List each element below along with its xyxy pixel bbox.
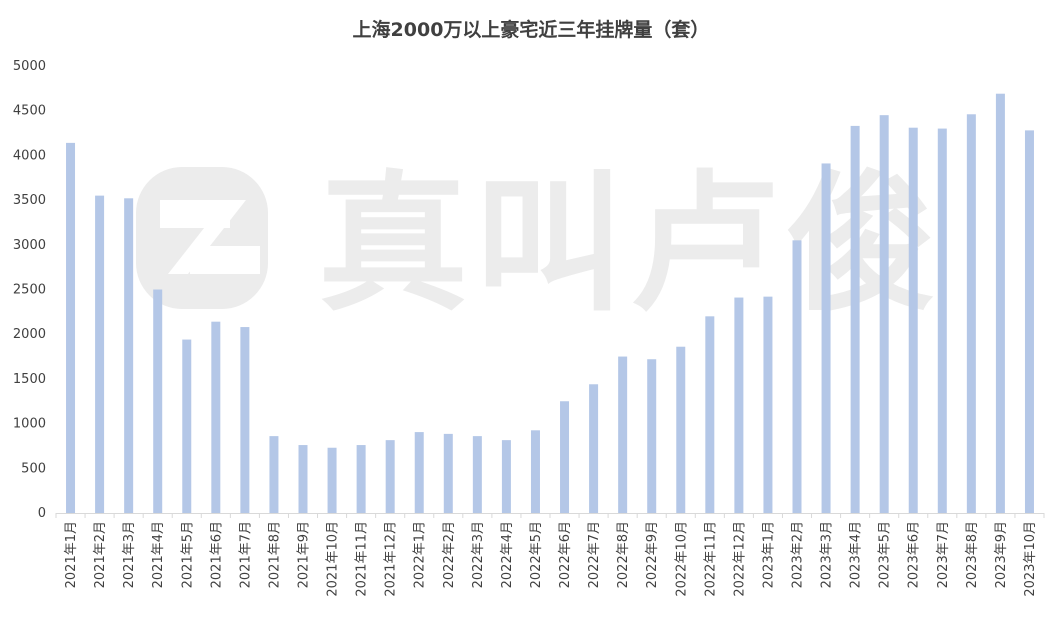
x-tick-label: 2022年11月: [703, 521, 718, 597]
x-tick-label: 2021年7月: [238, 521, 253, 588]
bar: [676, 346, 686, 513]
bar: [821, 163, 831, 513]
watermark: 真叫卢俊: [136, 158, 942, 332]
bar: [995, 93, 1005, 514]
y-tick-label: 1000: [13, 417, 46, 432]
bar: [443, 433, 453, 513]
x-tick-label: 2021年5月: [180, 521, 195, 588]
x-tick-label: 2022年9月: [645, 521, 660, 588]
x-tick-label: 2022年10月: [674, 521, 689, 597]
bar: [269, 436, 279, 513]
chart-title: 上海2000万以上豪宅近三年挂牌量（套）: [353, 18, 710, 41]
x-tick-label: 2023年10月: [1023, 521, 1038, 597]
bar: [356, 445, 366, 513]
x-tick-label: 2023年4月: [849, 521, 864, 588]
bar: [792, 240, 802, 513]
x-tick-label: 2023年9月: [994, 521, 1009, 588]
x-tick-label: 2023年3月: [820, 521, 835, 588]
y-tick-label: 4000: [13, 148, 46, 163]
x-tick-label: 2021年4月: [151, 521, 166, 588]
x-tick-label: 2022年6月: [558, 521, 573, 588]
bar: [850, 125, 860, 514]
x-tick-label: 2021年6月: [209, 521, 224, 588]
x-tick-label: 2023年2月: [791, 521, 806, 588]
bar: [908, 127, 918, 513]
x-tick-label: 2022年2月: [442, 521, 457, 588]
y-tick-label: 0: [38, 506, 46, 521]
bar: [879, 115, 889, 514]
x-tick-label: 2023年5月: [878, 521, 893, 588]
x-tick-label: 2023年8月: [965, 521, 980, 588]
x-tick-label: 2023年1月: [761, 521, 776, 588]
bar: [560, 401, 570, 513]
bar: [647, 359, 657, 513]
x-tick-label: 2021年8月: [267, 521, 282, 588]
bar: [618, 356, 628, 513]
bar: [763, 296, 773, 513]
x-tick-label: 2022年8月: [616, 521, 631, 588]
bar: [298, 445, 308, 513]
bar: [240, 327, 250, 513]
x-tick-label: 2022年7月: [587, 521, 602, 588]
bar: [1024, 130, 1034, 513]
bar: [472, 436, 482, 513]
watermark-text: 真叫卢俊: [318, 158, 942, 332]
bar: [966, 114, 976, 513]
x-tick-label: 2021年11月: [355, 521, 370, 597]
y-axis: 0 500 1000 1500 2000 2500 3000 3500 4000 4500 5000: [13, 59, 46, 521]
bar: [530, 430, 540, 513]
x-tick-label: 2023年6月: [907, 521, 922, 588]
bar: [589, 384, 599, 513]
x-axis: 2021年1月 2021年2月 2021年3月 2021年4月 2021年5月 2021年…: [55, 513, 1045, 597]
bar: [414, 432, 424, 513]
bar: [124, 198, 134, 513]
bar: [95, 195, 105, 513]
x-tick-label: 2022年12月: [732, 521, 747, 597]
bar: [66, 142, 76, 513]
x-tick-label: 2021年10月: [326, 521, 341, 597]
x-tick-label: 2021年1月: [64, 521, 79, 588]
y-tick-label: 2000: [13, 327, 46, 342]
x-tick-label: 2021年2月: [93, 521, 108, 588]
y-tick-label: 5000: [13, 59, 46, 74]
bar: [937, 128, 947, 513]
x-tick-label: 2023年7月: [936, 521, 951, 588]
bars: [66, 93, 1034, 514]
x-tick-label: 2022年3月: [471, 521, 486, 588]
bar: [385, 440, 395, 513]
y-tick-label: 4500: [13, 104, 46, 119]
bar: [327, 447, 337, 513]
y-tick-label: 2500: [13, 283, 46, 298]
x-tick-label: 2022年5月: [529, 521, 544, 588]
x-tick-label: 2021年12月: [384, 521, 399, 597]
x-tick-label: 2021年3月: [122, 521, 137, 588]
x-tick-label: 2022年4月: [500, 521, 515, 588]
y-tick-label: 500: [21, 461, 46, 476]
bar: [734, 297, 744, 513]
bar: [182, 339, 192, 513]
bar: [153, 289, 163, 513]
watermark-logo-icon: [136, 167, 268, 309]
y-tick-label: 3000: [13, 238, 46, 253]
bar: [501, 440, 511, 513]
y-tick-label: 3500: [13, 193, 46, 208]
bar: [211, 321, 221, 513]
x-tick-label: 2022年1月: [413, 521, 428, 588]
bar: [705, 316, 715, 513]
y-tick-label: 1500: [13, 372, 46, 387]
x-tick-label: 2021年9月: [297, 521, 312, 588]
